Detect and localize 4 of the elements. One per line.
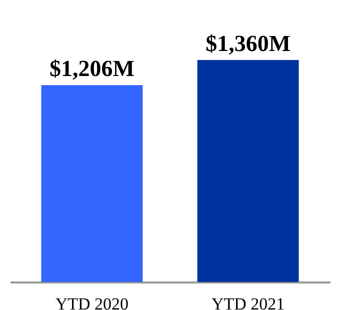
- data-label: $1,206M: [49, 56, 135, 82]
- x-tick-label: YTD 2021: [211, 294, 285, 310]
- x-tick-label: YTD 2020: [55, 294, 129, 310]
- data-label: $1,360M: [206, 31, 291, 56]
